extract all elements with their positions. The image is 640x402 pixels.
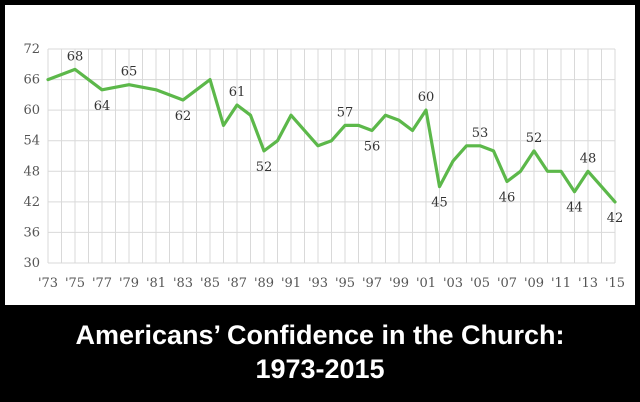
- x-tick-label: '83: [173, 276, 193, 291]
- x-tick-label: '15: [605, 276, 625, 291]
- x-tick-label: '81: [146, 276, 166, 291]
- y-tick-label: 48: [23, 164, 40, 179]
- series-line: [46, 67, 617, 204]
- data-label: 42: [607, 211, 624, 226]
- x-tick-label: '91: [281, 276, 301, 291]
- x-tick-label: '79: [119, 276, 139, 291]
- x-tick-label: '01: [416, 276, 436, 291]
- data-label: 46: [499, 190, 516, 205]
- caption-line-2: 1973-2015: [255, 354, 385, 384]
- x-tick-label: '11: [551, 276, 571, 291]
- data-label: 56: [364, 140, 381, 155]
- x-tick-label: '05: [470, 276, 490, 291]
- y-tick-label: 72: [23, 42, 40, 57]
- data-label: 52: [256, 160, 273, 175]
- y-tick-label: 54: [23, 134, 40, 149]
- data-label: 45: [431, 196, 448, 211]
- x-tick-label: '99: [389, 276, 409, 291]
- x-tick-label: '87: [227, 276, 247, 291]
- caption-line-1: Americans’ Confidence in the Church:: [75, 320, 565, 350]
- x-tick-label: '93: [308, 276, 328, 291]
- x-tick-label: '95: [335, 276, 355, 291]
- chart-panel: 30 36 42 48 54 60 66 72 '73 '75 '77 '79 '81 '83 '85 '87…: [5, 5, 635, 305]
- data-label: 62: [175, 109, 192, 124]
- x-tick-label: '07: [497, 276, 517, 291]
- data-label: 57: [337, 105, 354, 120]
- x-tick-label: '75: [65, 276, 85, 291]
- x-tick-label: '09: [524, 276, 544, 291]
- x-tick-label: '85: [200, 276, 220, 291]
- chart-caption: Americans’ Confidence in the Church: 197…: [0, 318, 640, 386]
- y-tick-label: 60: [23, 103, 40, 118]
- data-label: 48: [580, 151, 597, 166]
- data-label: 65: [121, 65, 138, 80]
- x-tick-label: '13: [578, 276, 598, 291]
- data-label: 60: [418, 90, 435, 105]
- data-label: 53: [472, 126, 489, 141]
- x-tick-label: '77: [92, 276, 112, 291]
- data-label: 61: [229, 85, 246, 100]
- y-tick-label: 36: [23, 225, 40, 240]
- x-tick-label: '03: [443, 276, 463, 291]
- data-label: 44: [566, 201, 583, 216]
- line-chart: 30 36 42 48 54 60 66 72 '73 '75 '77 '79 '81 '83 '85 '87…: [23, 42, 625, 291]
- data-label: 68: [67, 49, 84, 64]
- x-tick-label: '89: [254, 276, 274, 291]
- x-tick-label: '73: [38, 276, 58, 291]
- y-tick-label: 30: [23, 256, 40, 271]
- data-label: 64: [94, 99, 111, 114]
- x-tick-label: '97: [362, 276, 382, 291]
- y-tick-label: 66: [23, 73, 40, 88]
- y-tick-label: 42: [23, 195, 40, 210]
- data-label: 52: [526, 131, 543, 146]
